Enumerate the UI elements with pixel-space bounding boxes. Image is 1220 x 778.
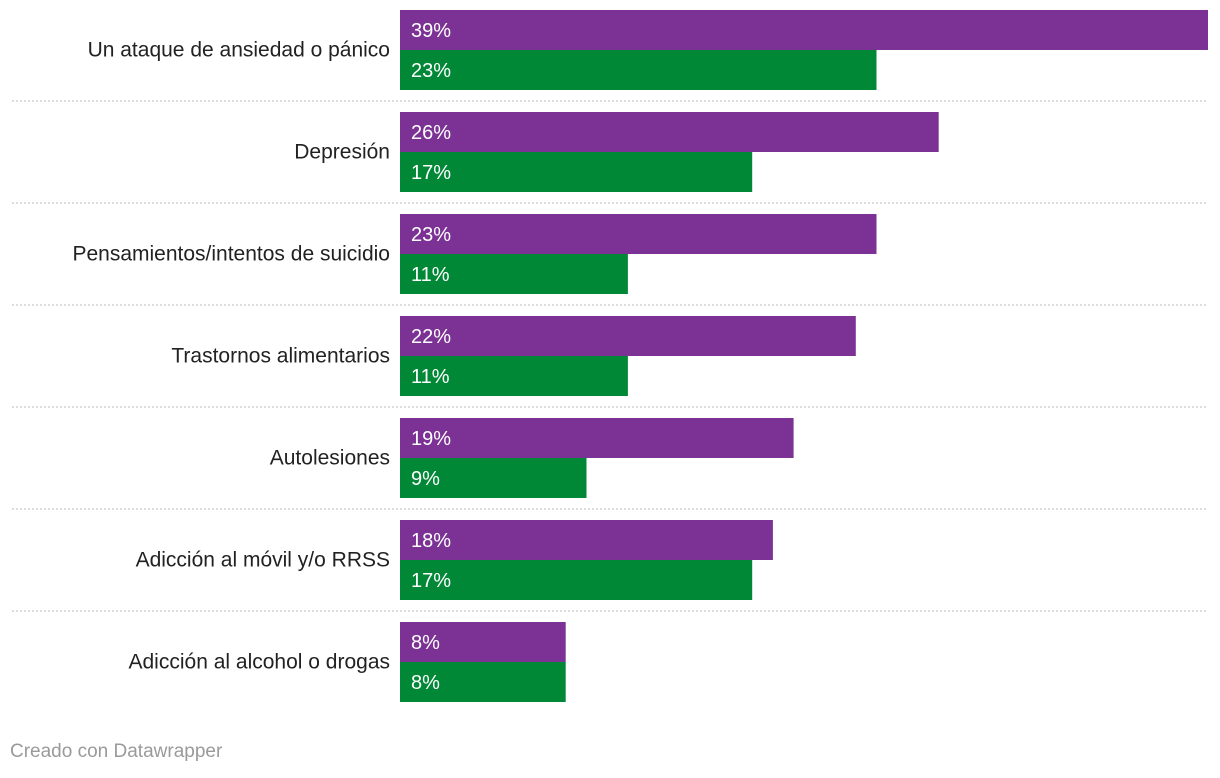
category-label: Depresión: [294, 141, 390, 164]
bar-series-1: [400, 520, 773, 560]
category-label: Adicción al alcohol o drogas: [129, 651, 391, 674]
bar-value-label: 26%: [411, 122, 451, 144]
category-label: Adicción al móvil y/o RRSS: [136, 549, 390, 572]
bar-series-2: [400, 254, 628, 294]
bar-series-1: [400, 214, 877, 254]
bar-series-1: [400, 112, 939, 152]
bar-series-2: [400, 560, 753, 600]
category-label: Pensamientos/intentos de suicidio: [72, 243, 390, 266]
category-label: Autolesiones: [270, 447, 390, 470]
bar-value-label: 8%: [411, 672, 440, 694]
bar-series-1: [400, 10, 1208, 50]
bar-value-label: 17%: [411, 162, 451, 184]
bar-value-label: 11%: [411, 366, 450, 388]
bar-series-2: [400, 356, 628, 396]
bar-value-label: 23%: [411, 224, 451, 246]
category-label: Trastornos alimentarios: [171, 345, 390, 368]
bar-series-1: [400, 418, 794, 458]
bar-series-2: [400, 152, 753, 192]
plot-area: Un ataque de ansiedad o pánico 39% 23% Depr…: [12, 10, 1208, 702]
bar-series-2: [400, 662, 566, 702]
bar-series-1: [400, 622, 566, 662]
bar-value-label: 18%: [411, 530, 451, 552]
category-label: Un ataque de ansiedad o pánico: [88, 39, 390, 62]
bar-value-label: 19%: [411, 428, 451, 450]
bar-value-label: 22%: [411, 326, 451, 348]
bar-value-label: 8%: [411, 632, 440, 654]
bar-value-label: 23%: [411, 60, 451, 82]
bar-series-1: [400, 316, 856, 356]
footer-credit: Creado con Datawrapper: [10, 741, 223, 762]
bar-value-label: 39%: [411, 20, 451, 42]
bar-value-label: 17%: [411, 570, 451, 592]
bar-value-label: 9%: [411, 468, 440, 490]
bar-series-2: [400, 458, 587, 498]
bar-series-2: [400, 50, 877, 90]
bar-value-label: 11%: [411, 264, 450, 286]
